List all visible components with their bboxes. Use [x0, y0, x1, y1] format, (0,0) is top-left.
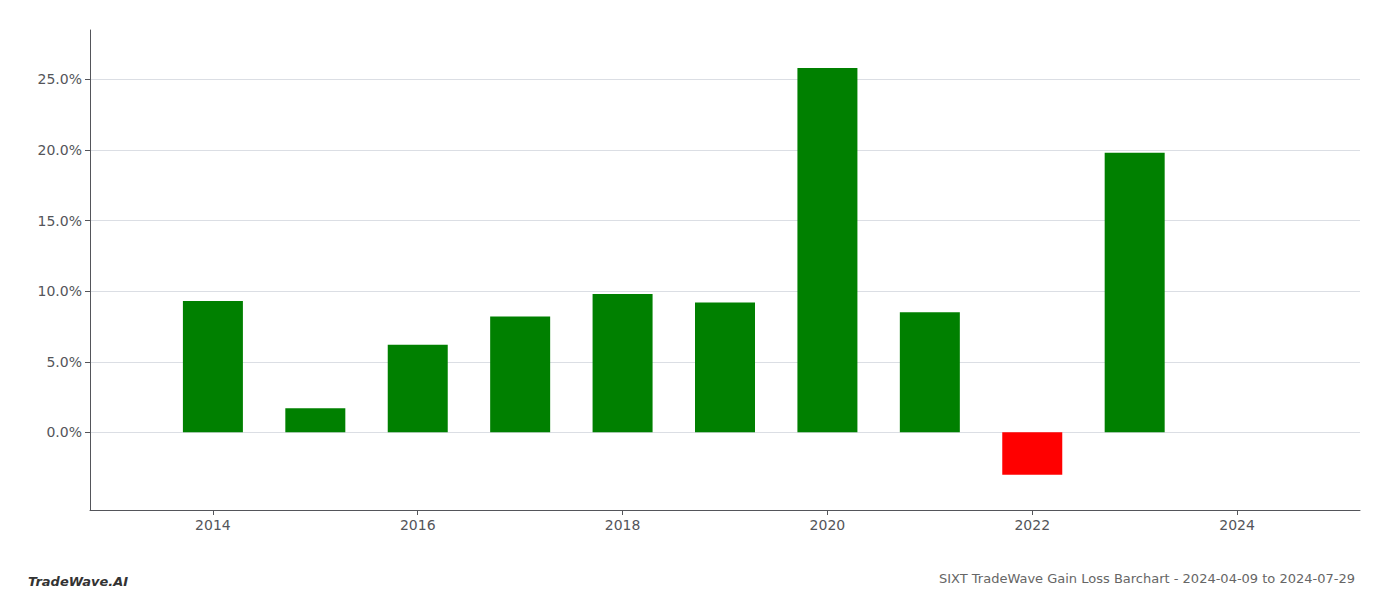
svg-text:10.0%: 10.0%	[38, 283, 82, 299]
svg-text:0.0%: 0.0%	[46, 424, 82, 440]
svg-text:2018: 2018	[605, 517, 641, 533]
svg-text:2022: 2022	[1014, 517, 1050, 533]
svg-text:2016: 2016	[400, 517, 436, 533]
svg-text:2014: 2014	[195, 517, 231, 533]
svg-text:2020: 2020	[810, 517, 846, 533]
svg-text:2024: 2024	[1219, 517, 1255, 533]
svg-text:TradeWave.AI: TradeWave.AI	[28, 574, 128, 589]
svg-text:15.0%: 15.0%	[38, 213, 82, 229]
svg-text:25.0%: 25.0%	[38, 71, 82, 87]
svg-text:20.0%: 20.0%	[38, 142, 82, 158]
svg-text:SIXT TradeWave Gain Loss Barch: SIXT TradeWave Gain Loss Barchart - 2024…	[939, 571, 1355, 586]
svg-text:5.0%: 5.0%	[46, 354, 82, 370]
